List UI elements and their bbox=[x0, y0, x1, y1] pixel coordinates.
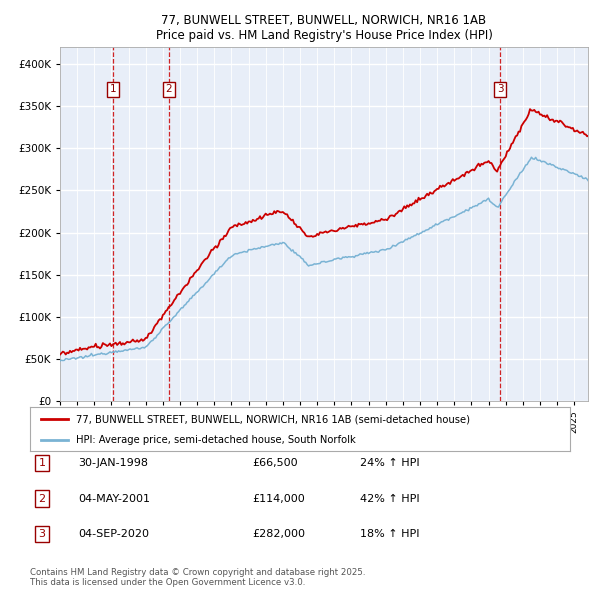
Text: 18% ↑ HPI: 18% ↑ HPI bbox=[360, 529, 419, 539]
Text: 24% ↑ HPI: 24% ↑ HPI bbox=[360, 458, 419, 468]
Text: 1: 1 bbox=[38, 458, 46, 468]
Text: 2: 2 bbox=[166, 84, 172, 94]
Text: 3: 3 bbox=[38, 529, 46, 539]
Text: £66,500: £66,500 bbox=[252, 458, 298, 468]
Text: HPI: Average price, semi-detached house, South Norfolk: HPI: Average price, semi-detached house,… bbox=[76, 435, 356, 445]
Text: 42% ↑ HPI: 42% ↑ HPI bbox=[360, 494, 419, 503]
Title: 77, BUNWELL STREET, BUNWELL, NORWICH, NR16 1AB
Price paid vs. HM Land Registry's: 77, BUNWELL STREET, BUNWELL, NORWICH, NR… bbox=[155, 14, 493, 42]
Text: 30-JAN-1998: 30-JAN-1998 bbox=[78, 458, 148, 468]
Text: Contains HM Land Registry data © Crown copyright and database right 2025.
This d: Contains HM Land Registry data © Crown c… bbox=[30, 568, 365, 587]
Text: £282,000: £282,000 bbox=[252, 529, 305, 539]
Text: 1: 1 bbox=[109, 84, 116, 94]
Text: 2: 2 bbox=[38, 494, 46, 503]
Text: £114,000: £114,000 bbox=[252, 494, 305, 503]
Text: 04-MAY-2001: 04-MAY-2001 bbox=[78, 494, 150, 503]
Text: 04-SEP-2020: 04-SEP-2020 bbox=[78, 529, 149, 539]
Text: 3: 3 bbox=[497, 84, 503, 94]
Text: 77, BUNWELL STREET, BUNWELL, NORWICH, NR16 1AB (semi-detached house): 77, BUNWELL STREET, BUNWELL, NORWICH, NR… bbox=[76, 415, 470, 424]
